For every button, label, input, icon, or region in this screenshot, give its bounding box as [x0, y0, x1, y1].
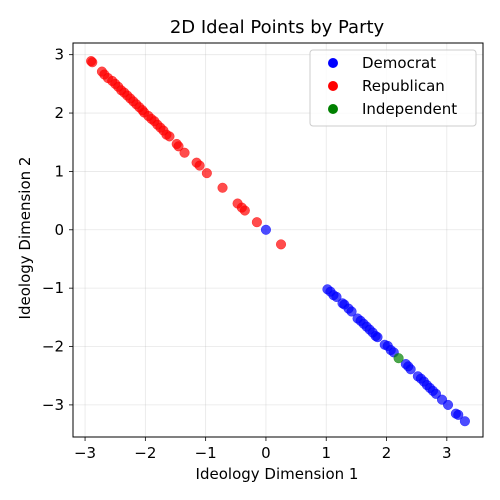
democrat-point	[260, 224, 271, 235]
y-tick-label: −3	[42, 396, 64, 414]
y-axis-label: Ideology Dimension 2	[16, 157, 34, 320]
y-tick-label: 3	[54, 46, 64, 64]
republican-point	[194, 160, 205, 171]
x-tick-label: 1	[321, 444, 331, 462]
democrat-point	[331, 291, 342, 302]
data-points	[86, 56, 470, 427]
republican-point	[251, 217, 262, 228]
legend-label-republican: Republican	[362, 77, 445, 95]
y-tick-label: 0	[54, 221, 64, 239]
republican-point	[179, 147, 190, 158]
x-tick-label: 3	[442, 444, 452, 462]
republican-point	[201, 168, 212, 179]
republican-point	[87, 57, 98, 68]
legend-marker-independent	[328, 104, 338, 114]
democrat-point	[372, 332, 383, 343]
democrat-point	[405, 364, 416, 375]
axis-ticks: −3 −2 −1 0 1 2 3 −3 −2 −1 0 1 2 3	[42, 46, 452, 462]
republican-point	[164, 131, 175, 142]
x-tick-label: −2	[134, 444, 156, 462]
legend-marker-republican	[328, 81, 338, 91]
y-tick-label: 1	[54, 162, 64, 180]
x-tick-label: 2	[382, 444, 392, 462]
x-tick-label: 0	[261, 444, 271, 462]
plot-area-frame	[72, 42, 484, 438]
y-tick-label: 2	[54, 104, 64, 122]
chart-title: 2D Ideal Points by Party	[170, 17, 385, 38]
democrat-point	[453, 409, 464, 420]
republican-point	[275, 239, 287, 250]
legend-marker-democrat	[328, 58, 338, 68]
legend-label-democrat: Democrat	[362, 54, 436, 72]
democrat-point	[442, 399, 454, 410]
legend-label-independent: Independent	[362, 100, 457, 118]
democrat-point	[346, 306, 357, 317]
y-tick-label: −2	[42, 338, 64, 356]
grid	[73, 43, 483, 437]
x-tick-label: −3	[74, 444, 96, 462]
legend-box	[309, 49, 477, 127]
republican-point	[239, 205, 250, 216]
x-tick-label: −1	[195, 444, 217, 462]
legend: Democrat Republican Independent	[309, 49, 477, 127]
y-tick-label: −1	[42, 279, 64, 297]
republican-point	[217, 182, 228, 193]
x-axis-label: Ideology Dimension 1	[196, 465, 359, 483]
democrat-point	[459, 416, 470, 427]
republican-point	[173, 141, 184, 152]
independent-point	[393, 353, 404, 364]
